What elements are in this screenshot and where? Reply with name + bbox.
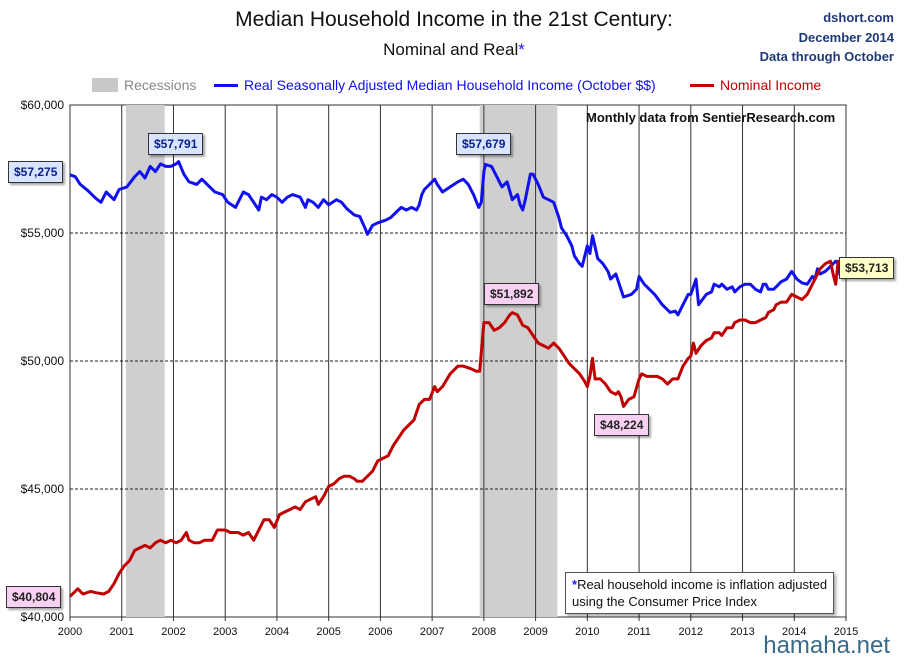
legend-nominal-swatch: [690, 83, 714, 87]
x-tick-label: 2003: [213, 626, 237, 638]
axis-ticks: 2000 2001 2002 2003 2004 2005 2006 2007 2008 2009…: [21, 98, 859, 638]
x-tick-label: 2007: [420, 626, 444, 638]
x-tick-label: 2001: [109, 626, 133, 638]
footnote-text-2: using the Consumer Price Index: [572, 594, 757, 609]
legend-real-swatch: [214, 83, 238, 87]
y-tick-label: $55,000: [21, 226, 65, 240]
gridlines: [70, 105, 846, 617]
series-real-line: [69, 160, 848, 317]
data-source-note: Monthly data from SentierResearch.com: [586, 110, 836, 125]
legend-nominal: Nominal Income: [690, 77, 821, 93]
footnote-text-1: Real household income is inflation adjus…: [577, 577, 828, 592]
source-date: December 2014: [798, 30, 894, 45]
chart-title: Median Household Income in the 21st Cent…: [235, 8, 673, 31]
y-tick-label: $50,000: [21, 354, 65, 368]
legend-real-label: Real Seasonally Adjusted Median Househol…: [244, 77, 656, 93]
source-site: dshort.com: [823, 10, 894, 25]
x-tick-label: 2013: [730, 626, 754, 638]
legend-recessions: Recessions: [92, 77, 196, 93]
callout-nominal-start: $40,804: [6, 586, 62, 608]
x-tick-label: 2004: [265, 626, 289, 638]
subtitle-text: Nominal and Real: [383, 40, 519, 59]
callout-nominal-trough: $48,224: [594, 414, 650, 436]
x-tick-label: 2000: [58, 626, 82, 638]
watermark: hamaha.net: [763, 632, 890, 659]
legend-recession-swatch: [92, 78, 118, 92]
x-tick-label: 2011: [627, 626, 651, 638]
callout-real-peak-2001: $57,791: [148, 133, 204, 155]
callout-nominal-peak: $51,892: [484, 283, 540, 305]
x-tick-label: 2012: [679, 626, 703, 638]
chart-subtitle: Nominal and Real*: [0, 40, 908, 60]
x-tick-label: 2015: [834, 626, 858, 638]
legend-nominal-label: Nominal Income: [720, 77, 822, 93]
recession-bands: [125, 105, 558, 617]
x-tick-label: 2008: [472, 626, 496, 638]
y-tick-label: $45,000: [21, 482, 65, 496]
footnote-line-1: *Real household income is inflation adju…: [572, 576, 827, 593]
x-tick-label: 2010: [575, 626, 599, 638]
x-tick-label: 2014: [782, 626, 806, 638]
y-tick-label: $60,000: [21, 98, 65, 112]
callout-real-peak-2008: $57,679: [456, 133, 512, 155]
legend-recessions-label: Recessions: [124, 77, 197, 93]
x-tick-label: 2005: [316, 626, 340, 638]
x-tick-label: 2006: [368, 626, 392, 638]
footnote-box: *Real household income is inflation adju…: [565, 572, 835, 614]
x-tick-label: 2002: [161, 626, 185, 638]
series-lines: [68, 160, 848, 598]
x-tick-label: 2009: [523, 626, 547, 638]
source-through: Data through October: [759, 49, 894, 64]
callout-real-start: $57,275: [8, 161, 64, 183]
y-tick-label: $40,000: [21, 610, 65, 624]
callout-latest: $53,713: [839, 257, 895, 279]
subtitle-asterisk: *: [518, 40, 525, 59]
footnote-asterisk: *: [572, 577, 578, 592]
legend-real: Real Seasonally Adjusted Median Househol…: [214, 77, 656, 93]
series-nominal-line: [68, 259, 848, 598]
